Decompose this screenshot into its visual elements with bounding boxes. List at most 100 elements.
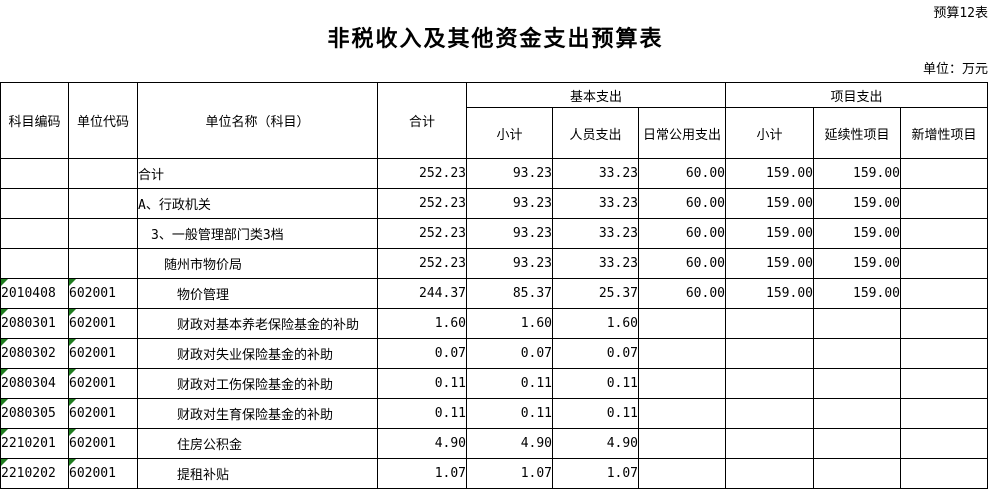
cell-personnel[interactable]: 4.90 bbox=[552, 428, 639, 459]
cell-project-subtotal[interactable] bbox=[725, 308, 814, 339]
cell-project-subtotal[interactable]: 159.00 bbox=[725, 278, 814, 309]
cell-subject-code[interactable]: 2010408 bbox=[0, 278, 69, 309]
cell-new-project[interactable] bbox=[900, 218, 988, 249]
cell-unit-name[interactable]: 财政对生育保险基金的补助 bbox=[137, 398, 378, 429]
cell-basic-subtotal[interactable]: 0.11 bbox=[466, 368, 553, 399]
cell-total[interactable]: 4.90 bbox=[377, 428, 467, 459]
cell-personnel[interactable]: 33.23 bbox=[552, 158, 639, 189]
cell-new-project[interactable] bbox=[900, 188, 988, 219]
cell-continuing[interactable]: 159.00 bbox=[813, 278, 901, 309]
cell-subject-code[interactable] bbox=[0, 248, 69, 279]
cell-daily-public[interactable] bbox=[638, 458, 726, 489]
cell-unit-name[interactable]: 随州市物价局 bbox=[137, 248, 378, 279]
cell-project-subtotal[interactable] bbox=[725, 458, 814, 489]
cell-total[interactable]: 1.60 bbox=[377, 308, 467, 339]
cell-basic-subtotal[interactable]: 93.23 bbox=[466, 158, 553, 189]
cell-new-project[interactable] bbox=[900, 458, 988, 489]
cell-new-project[interactable] bbox=[900, 248, 988, 279]
cell-continuing[interactable] bbox=[813, 338, 901, 369]
cell-continuing[interactable]: 159.00 bbox=[813, 188, 901, 219]
cell-personnel[interactable]: 33.23 bbox=[552, 188, 639, 219]
cell-daily-public[interactable] bbox=[638, 428, 726, 459]
cell-unit-name[interactable]: 物价管理 bbox=[137, 278, 378, 309]
cell-continuing[interactable]: 159.00 bbox=[813, 248, 901, 279]
cell-continuing[interactable] bbox=[813, 398, 901, 429]
cell-personnel[interactable]: 1.60 bbox=[552, 308, 639, 339]
cell-new-project[interactable] bbox=[900, 308, 988, 339]
cell-total[interactable]: 244.37 bbox=[377, 278, 467, 309]
cell-personnel[interactable]: 0.11 bbox=[552, 398, 639, 429]
cell-subject-code[interactable]: 2210201 bbox=[0, 428, 69, 459]
cell-daily-public[interactable]: 60.00 bbox=[638, 218, 726, 249]
cell-subject-code[interactable]: 2080302 bbox=[0, 338, 69, 369]
cell-unit-name[interactable]: 财政对失业保险基金的补助 bbox=[137, 338, 378, 369]
cell-unit-name[interactable]: 财政对工伤保险基金的补助 bbox=[137, 368, 378, 399]
cell-daily-public[interactable]: 60.00 bbox=[638, 188, 726, 219]
cell-unit-code[interactable] bbox=[68, 218, 138, 249]
cell-unit-name[interactable]: 3、一般管理部门类3档 bbox=[137, 218, 378, 249]
cell-unit-code[interactable] bbox=[68, 158, 138, 189]
cell-daily-public[interactable]: 60.00 bbox=[638, 158, 726, 189]
cell-unit-name[interactable]: 财政对基本养老保险基金的补助 bbox=[137, 308, 378, 339]
cell-personnel[interactable]: 0.07 bbox=[552, 338, 639, 369]
cell-new-project[interactable] bbox=[900, 338, 988, 369]
cell-total[interactable]: 0.11 bbox=[377, 368, 467, 399]
cell-subject-code[interactable]: 2080304 bbox=[0, 368, 69, 399]
cell-project-subtotal[interactable]: 159.00 bbox=[725, 158, 814, 189]
cell-basic-subtotal[interactable]: 1.07 bbox=[466, 458, 553, 489]
cell-basic-subtotal[interactable]: 1.60 bbox=[466, 308, 553, 339]
cell-project-subtotal[interactable] bbox=[725, 338, 814, 369]
cell-unit-code[interactable] bbox=[68, 188, 138, 219]
cell-project-subtotal[interactable] bbox=[725, 368, 814, 399]
cell-unit-code[interactable]: 602001 bbox=[68, 278, 138, 309]
cell-daily-public[interactable]: 60.00 bbox=[638, 278, 726, 309]
cell-continuing[interactable] bbox=[813, 428, 901, 459]
cell-daily-public[interactable] bbox=[638, 368, 726, 399]
cell-continuing[interactable] bbox=[813, 308, 901, 339]
cell-total[interactable]: 1.07 bbox=[377, 458, 467, 489]
cell-new-project[interactable] bbox=[900, 158, 988, 189]
cell-continuing[interactable] bbox=[813, 458, 901, 489]
cell-new-project[interactable] bbox=[900, 428, 988, 459]
cell-subject-code[interactable] bbox=[0, 218, 69, 249]
cell-personnel[interactable]: 33.23 bbox=[552, 218, 639, 249]
cell-project-subtotal[interactable] bbox=[725, 428, 814, 459]
cell-basic-subtotal[interactable]: 93.23 bbox=[466, 188, 553, 219]
cell-personnel[interactable]: 25.37 bbox=[552, 278, 639, 309]
cell-daily-public[interactable] bbox=[638, 398, 726, 429]
cell-unit-code[interactable]: 602001 bbox=[68, 428, 138, 459]
cell-daily-public[interactable] bbox=[638, 308, 726, 339]
cell-basic-subtotal[interactable]: 0.11 bbox=[466, 398, 553, 429]
cell-continuing[interactable]: 159.00 bbox=[813, 158, 901, 189]
cell-project-subtotal[interactable]: 159.00 bbox=[725, 218, 814, 249]
cell-subject-code[interactable]: 2080305 bbox=[0, 398, 69, 429]
cell-daily-public[interactable]: 60.00 bbox=[638, 248, 726, 279]
cell-basic-subtotal[interactable]: 93.23 bbox=[466, 218, 553, 249]
cell-new-project[interactable] bbox=[900, 278, 988, 309]
cell-total[interactable]: 252.23 bbox=[377, 158, 467, 189]
cell-total[interactable]: 0.07 bbox=[377, 338, 467, 369]
cell-total[interactable]: 252.23 bbox=[377, 248, 467, 279]
cell-daily-public[interactable] bbox=[638, 338, 726, 369]
cell-subject-code[interactable]: 2210202 bbox=[0, 458, 69, 489]
cell-personnel[interactable]: 0.11 bbox=[552, 368, 639, 399]
cell-unit-name[interactable]: A、行政机关 bbox=[137, 188, 378, 219]
cell-unit-code[interactable]: 602001 bbox=[68, 308, 138, 339]
cell-unit-name[interactable]: 住房公积金 bbox=[137, 428, 378, 459]
cell-unit-code[interactable] bbox=[68, 248, 138, 279]
cell-total[interactable]: 0.11 bbox=[377, 398, 467, 429]
cell-unit-code[interactable]: 602001 bbox=[68, 368, 138, 399]
cell-total[interactable]: 252.23 bbox=[377, 218, 467, 249]
cell-subject-code[interactable] bbox=[0, 188, 69, 219]
cell-continuing[interactable] bbox=[813, 368, 901, 399]
cell-project-subtotal[interactable]: 159.00 bbox=[725, 248, 814, 279]
cell-basic-subtotal[interactable]: 4.90 bbox=[466, 428, 553, 459]
cell-unit-name[interactable]: 合计 bbox=[137, 158, 378, 189]
cell-unit-code[interactable]: 602001 bbox=[68, 398, 138, 429]
cell-basic-subtotal[interactable]: 0.07 bbox=[466, 338, 553, 369]
cell-personnel[interactable]: 1.07 bbox=[552, 458, 639, 489]
cell-new-project[interactable] bbox=[900, 368, 988, 399]
cell-project-subtotal[interactable]: 159.00 bbox=[725, 188, 814, 219]
cell-personnel[interactable]: 33.23 bbox=[552, 248, 639, 279]
cell-total[interactable]: 252.23 bbox=[377, 188, 467, 219]
